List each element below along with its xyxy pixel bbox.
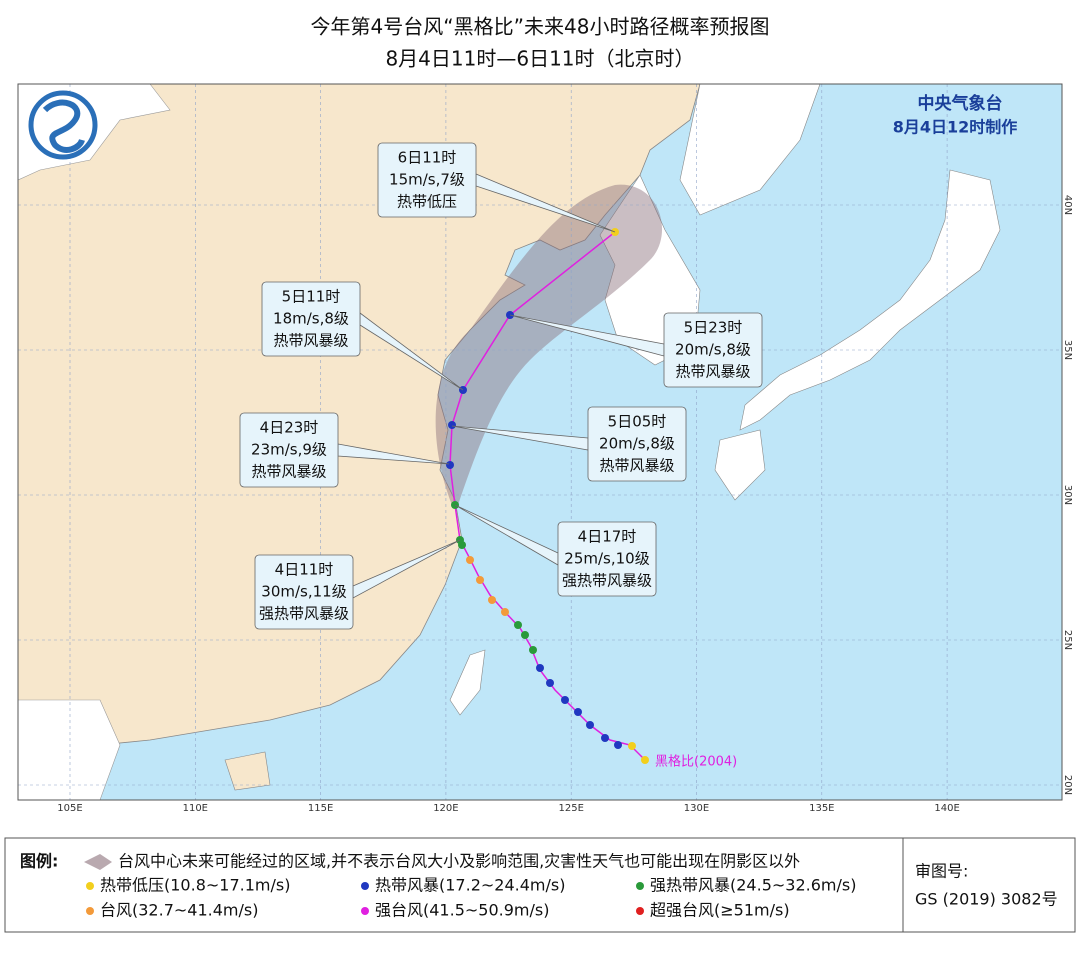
callout-grade: 热带风暴级 — [251, 463, 326, 481]
legend-dot — [361, 907, 369, 915]
track-point — [574, 708, 582, 716]
legend-dot — [636, 907, 644, 915]
lat-label: 40N — [1062, 195, 1073, 215]
track-point — [536, 664, 544, 672]
japan-main — [739, 169, 1001, 431]
callout-grade: 强热带风暴级 — [562, 572, 652, 590]
callout-grade: 热带风暴级 — [599, 457, 674, 475]
track-point — [614, 741, 622, 749]
lon-label: 120E — [433, 803, 458, 814]
track-point — [561, 696, 569, 704]
track-point — [586, 721, 594, 729]
approval-label: 审图号: — [915, 862, 968, 881]
lat-label: 20N — [1062, 775, 1073, 795]
map-frame — [17, 83, 1063, 801]
callout-grade: 热带低压 — [397, 193, 457, 211]
lon-label: 140E — [934, 803, 959, 814]
legend-label: 强台风(41.5~50.9m/s) — [375, 901, 549, 920]
callout-time: 5日23时 — [684, 319, 743, 337]
callout-box — [261, 281, 361, 357]
track-point — [628, 742, 636, 750]
callout-box — [254, 554, 354, 630]
callout-box — [239, 412, 339, 488]
callout-box — [557, 521, 657, 597]
probability-cone — [435, 184, 663, 505]
legend-title: 图例: — [20, 852, 58, 871]
callout-grade: 热带风暴级 — [273, 332, 348, 350]
lon-label: 130E — [684, 803, 709, 814]
callout-time: 5日11时 — [282, 288, 341, 306]
subtitle: 8月4日11时—6日11时（北京时） — [385, 47, 694, 71]
callout-time: 4日23时 — [260, 419, 319, 437]
legend-dot — [636, 882, 644, 890]
track-point — [521, 631, 529, 639]
callout-wind: 25m/s,10级 — [564, 550, 649, 568]
lon-label: 105E — [57, 803, 82, 814]
callouts: 6日11时15m/s,7级热带低压5日11时18m/s,8级热带风暴级4日23时… — [239, 142, 763, 630]
track-point — [466, 556, 474, 564]
track-point — [448, 421, 456, 429]
lon-label: 135E — [809, 803, 834, 814]
track-point — [446, 461, 454, 469]
callout-grade: 热带风暴级 — [675, 363, 750, 381]
callout-time: 6日11时 — [398, 149, 457, 167]
legend-dot — [361, 882, 369, 890]
track-point — [476, 576, 484, 584]
lat-label: 35N — [1062, 340, 1073, 360]
track-point — [601, 734, 609, 742]
legend-label: 强热带风暴(24.5~32.6m/s) — [650, 876, 856, 895]
mainland — [17, 83, 701, 746]
issuer-name: 中央气象台 — [918, 93, 1003, 114]
callout-time: 4日17时 — [578, 528, 637, 546]
callout-wind: 15m/s,7级 — [389, 171, 465, 189]
legend-items: 热带低压(10.8~17.1m/s) 热带风暴(17.2~24.4m/s) 强热带风… — [86, 876, 856, 920]
issuer-time: 8月4日12时制作 — [893, 118, 1018, 137]
track-point — [546, 679, 554, 687]
callout-box — [377, 142, 477, 218]
track-point — [529, 646, 537, 654]
lat-label: 30N — [1062, 485, 1073, 505]
legend-dot — [86, 882, 94, 890]
legend-cone: 台风中心未来可能经过的区域,并不表示台风大小及影响范围,灾害性天气也可能出现在阴… — [118, 852, 800, 871]
lat-label: 25N — [1062, 630, 1073, 650]
lon-label: 115E — [308, 803, 333, 814]
legend-box — [4, 837, 1076, 933]
callout-wind: 18m/s,8级 — [273, 310, 349, 328]
callout-box — [663, 312, 763, 388]
lon-label: 110E — [183, 803, 208, 814]
legend-label: 台风(32.7~41.4m/s) — [100, 901, 258, 920]
callout-box — [587, 406, 687, 482]
map: 105E 110E 115E 120E 125E 130E 135E 140E 20N 25N 30… — [17, 83, 1073, 814]
callout-time: 5日05时 — [608, 413, 667, 431]
lon-label: 125E — [558, 803, 583, 814]
legend-label: 超强台风(≥51m/s) — [650, 901, 790, 920]
taiwan — [449, 649, 486, 716]
approval-number: GS (2019) 3082号 — [915, 890, 1058, 909]
legend-dot — [86, 907, 94, 915]
kyushu — [714, 429, 766, 501]
callout-time: 4日11时 — [275, 561, 334, 579]
track-point — [641, 756, 649, 764]
callout-wind: 23m/s,9级 — [251, 441, 327, 459]
track-point — [501, 608, 509, 616]
legend-label: 热带风暴(17.2~24.4m/s) — [375, 876, 565, 895]
callout-wind: 30m/s,11级 — [261, 583, 346, 601]
legend-label: 热带低压(10.8~17.1m/s) — [100, 876, 290, 895]
callout-wind: 20m/s,8级 — [599, 435, 675, 453]
logo-mark — [42, 99, 85, 153]
track-point — [488, 596, 496, 604]
callout-wind: 20m/s,8级 — [675, 341, 751, 359]
track-point — [514, 621, 522, 629]
storm-label: 黑格比(2004) — [655, 754, 737, 770]
legend: 图例: 台风中心未来可能经过的区域,并不表示台风大小及影响范围,灾害性天气也可能… — [4, 837, 1076, 933]
callout-grade: 强热带风暴级 — [259, 605, 349, 623]
title: 今年第4号台风“黑格比”未来48小时路径概率预报图 — [311, 15, 770, 39]
track-points — [446, 228, 649, 764]
cone-swatch — [84, 854, 112, 870]
